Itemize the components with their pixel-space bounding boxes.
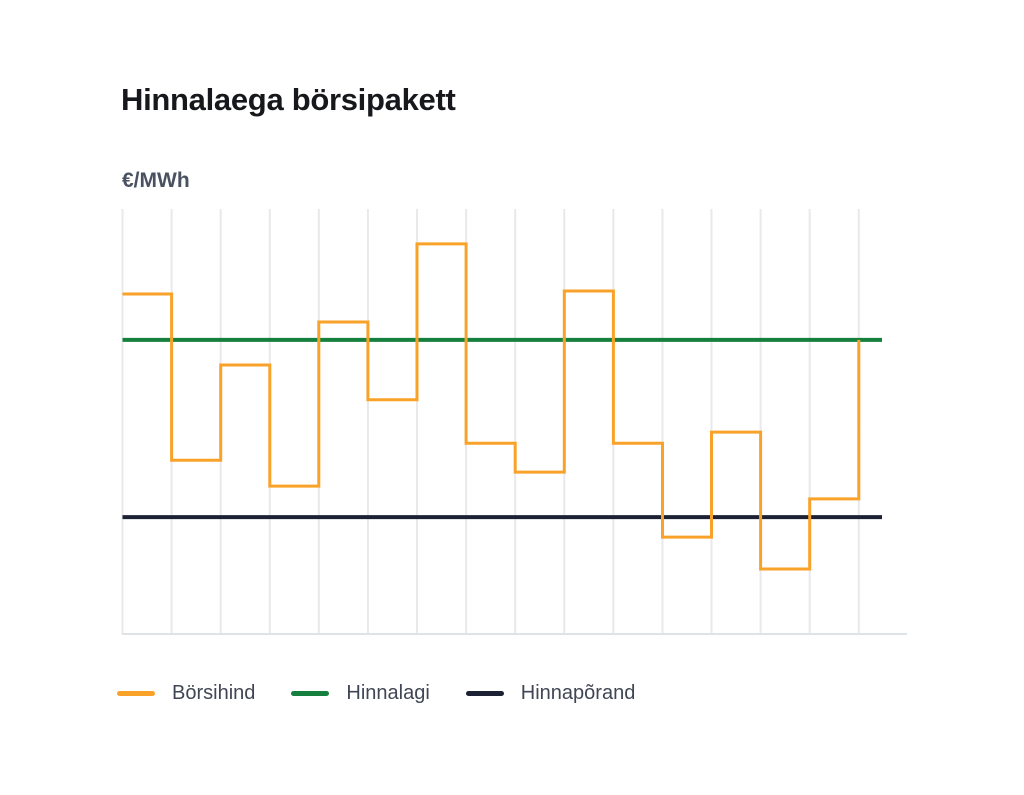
legend-item-hinnaporand: Hinnapõrand (465, 682, 636, 705)
legend-swatch-hinnalagi-icon (291, 691, 330, 696)
legend-label-borsihind: Börsihind (172, 682, 256, 704)
legend-label-hinnalagi: Hinnalagi (346, 682, 430, 704)
price-step-line (122, 242, 861, 571)
y-axis-unit-label: €/MWh (122, 169, 190, 192)
legend-swatch-borsihind-icon (117, 691, 155, 696)
chart-legend: Börsihind Hinnalagi Hinnapõrand (117, 682, 635, 705)
chart-title: Hinnalaega börsipakett (121, 82, 456, 117)
legend-swatch-hinnaporand-icon (465, 691, 504, 696)
legend-label-hinnaporand: Hinnapõrand (520, 682, 636, 704)
legend-item-borsihind: Börsihind (117, 682, 255, 705)
legend-item-hinnalagi: Hinnalagi (291, 682, 430, 705)
